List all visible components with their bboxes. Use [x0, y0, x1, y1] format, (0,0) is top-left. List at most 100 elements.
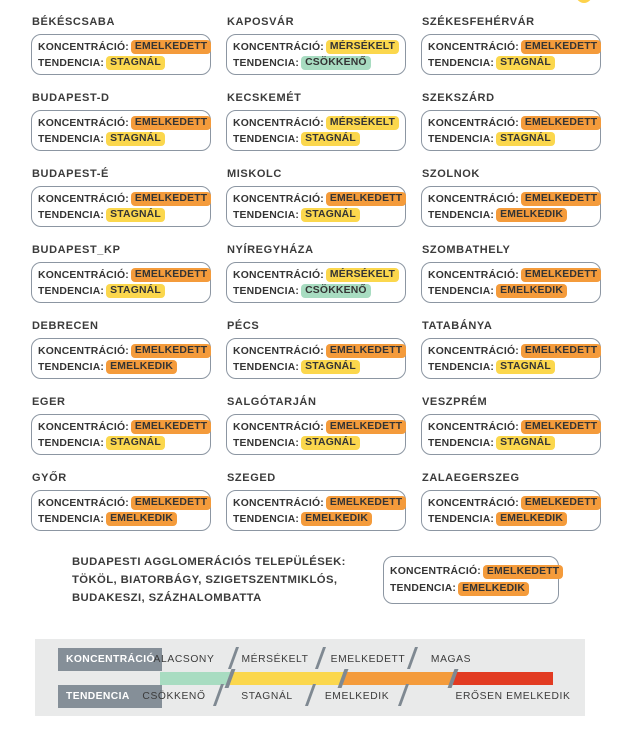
concentration-label: KONCENTRÁCIÓ: — [38, 193, 129, 205]
city-name: TATABÁNYA — [422, 320, 493, 332]
tendency-label: TENDENCIA: — [428, 209, 495, 221]
agglomeration-note-line2: TÖKÖL, BIATORBÁGY, SZIGETSZENTMIKLÓS, — [72, 574, 338, 586]
concentration-label: KONCENTRÁCIÓ: — [428, 497, 519, 509]
concentration-label: KONCENTRÁCIÓ: — [233, 421, 324, 433]
city-name: GYŐR — [32, 472, 67, 484]
concentration-label: KONCENTRÁCIÓ: — [428, 193, 519, 205]
concentration-row: KONCENTRÁCIÓ: EMELKEDETT — [38, 115, 212, 131]
concentration-label: KONCENTRÁCIÓ: — [38, 497, 129, 509]
tendency-row: TENDENCIA: EMELKEDIK — [38, 511, 204, 527]
city-name: SZEKSZÁRD — [422, 92, 495, 104]
legend-tendency-level: ERŐSEN EMELKEDIK — [455, 691, 571, 702]
tendency-row: TENDENCIA: STAGNÁL — [428, 131, 594, 147]
city-name: MISKOLC — [227, 168, 282, 180]
concentration-row: KONCENTRÁCIÓ: EMELKEDETT — [428, 191, 602, 207]
concentration-value: EMELKEDETT — [482, 564, 564, 579]
tendency-value: STAGNÁL — [106, 56, 165, 70]
concentration-label: KONCENTRÁCIÓ: — [38, 117, 129, 129]
concentration-value: EMELKEDETT — [130, 344, 212, 358]
tendency-value: STAGNÁL — [106, 436, 165, 450]
concentration-label: KONCENTRÁCIÓ: — [428, 41, 519, 53]
legend-slash — [212, 684, 225, 706]
city-status-card: KONCENTRÁCIÓ: MÉRSÉKELT TENDENCIA: STAGN… — [226, 110, 406, 151]
tendency-row: TENDENCIA: EMELKEDIK — [38, 359, 204, 375]
city-grid: BÉKÉSCSABA KONCENTRÁCIÓ: EMELKEDETT TEND… — [31, 16, 602, 531]
city-name: BÉKÉSCSABA — [32, 16, 116, 28]
tendency-value: STAGNÁL — [301, 208, 360, 222]
tendency-row: TENDENCIA: STAGNÁL — [38, 55, 204, 71]
concentration-label: KONCENTRÁCIÓ: — [233, 345, 324, 357]
city-name: SALGÓTARJÁN — [227, 396, 317, 408]
tendency-row: TENDENCIA: EMELKEDIK — [390, 580, 552, 597]
city-status-card: KONCENTRÁCIÓ: EMELKEDETT TENDENCIA: STAG… — [226, 338, 407, 379]
tendency-label: TENDENCIA: — [233, 209, 300, 221]
agglomeration-status-card: KONCENTRÁCIÓ: EMELKEDETT TENDENCIA: EMEL… — [383, 556, 564, 604]
concentration-row: KONCENTRÁCIÓ: MÉRSÉKELT — [233, 267, 400, 283]
concentration-value: EMELKEDETT — [130, 268, 212, 282]
concentration-label: KONCENTRÁCIÓ: — [38, 269, 129, 281]
city-cell: BUDAPEST-D KONCENTRÁCIÓ: EMELKEDETT TEND… — [31, 92, 212, 151]
tendency-row: TENDENCIA: EMELKEDIK — [428, 511, 594, 527]
concentration-value: EMELKEDETT — [325, 192, 407, 206]
city-status-card: KONCENTRÁCIÓ: EMELKEDETT TENDENCIA: EMEL… — [31, 338, 212, 379]
legend-concentration-level: EMELKEDETT — [330, 654, 406, 665]
city-status-card: KONCENTRÁCIÓ: EMELKEDETT TENDENCIA: EMEL… — [421, 186, 602, 227]
concentration-row: KONCENTRÁCIÓ: EMELKEDETT — [38, 39, 212, 55]
partial-circle-decoration — [576, 0, 592, 3]
concentration-row: KONCENTRÁCIÓ: EMELKEDETT — [38, 191, 212, 207]
city-cell: SZOMBATHELY KONCENTRÁCIÓ: EMELKEDETT TEN… — [421, 244, 602, 303]
city-cell: PÉCS KONCENTRÁCIÓ: EMELKEDETT TENDENCIA:… — [226, 320, 407, 379]
legend-color-bar — [160, 669, 553, 688]
legend-slash — [314, 647, 327, 669]
tendency-value: STAGNÁL — [496, 360, 555, 374]
tendency-value: STAGNÁL — [301, 360, 360, 374]
concentration-value: EMELKEDETT — [325, 344, 407, 358]
tendency-value: EMELKEDIK — [496, 208, 568, 222]
tendency-value: EMELKEDIK — [458, 581, 530, 596]
city-status-card: KONCENTRÁCIÓ: EMELKEDETT TENDENCIA: STAG… — [31, 262, 212, 303]
concentration-value: EMELKEDETT — [520, 496, 602, 510]
city-status-card: KONCENTRÁCIÓ: EMELKEDETT TENDENCIA: STAG… — [421, 34, 602, 75]
concentration-value: EMELKEDETT — [520, 344, 602, 358]
concentration-label: KONCENTRÁCIÓ: — [428, 117, 519, 129]
city-status-card: KONCENTRÁCIÓ: MÉRSÉKELT TENDENCIA: CSÖKK… — [226, 262, 406, 303]
city-cell: SZEGED KONCENTRÁCIÓ: EMELKEDETT TENDENCI… — [226, 472, 407, 531]
city-cell: MISKOLC KONCENTRÁCIÓ: EMELKEDETT TENDENC… — [226, 168, 407, 227]
concentration-value: EMELKEDETT — [520, 40, 602, 54]
concentration-row: KONCENTRÁCIÓ: MÉRSÉKELT — [233, 39, 400, 55]
concentration-value: EMELKEDETT — [520, 268, 602, 282]
city-name: ZALAEGERSZEG — [422, 472, 520, 484]
city-cell: BUDAPEST_KP KONCENTRÁCIÓ: EMELKEDETT TEN… — [31, 244, 212, 303]
city-cell: TATABÁNYA KONCENTRÁCIÓ: EMELKEDETT TENDE… — [421, 320, 602, 379]
concentration-value: MÉRSÉKELT — [325, 268, 400, 282]
legend-bar-segment-elevated — [343, 672, 453, 685]
city-status-card: KONCENTRÁCIÓ: EMELKEDETT TENDENCIA: EMEL… — [421, 262, 602, 303]
city-cell: ZALAEGERSZEG KONCENTRÁCIÓ: EMELKEDETT TE… — [421, 472, 602, 531]
tendency-value: CSÖKKENŐ — [301, 56, 371, 70]
concentration-row: KONCENTRÁCIÓ: EMELKEDETT — [428, 115, 602, 131]
city-status-card: KONCENTRÁCIÓ: EMELKEDETT TENDENCIA: STAG… — [226, 186, 407, 227]
concentration-label: KONCENTRÁCIÓ: — [38, 345, 129, 357]
tendency-label: TENDENCIA: — [428, 361, 495, 373]
concentration-label: KONCENTRÁCIÓ: — [233, 193, 324, 205]
tendency-row: TENDENCIA: STAGNÁL — [233, 359, 399, 375]
tendency-label: TENDENCIA: — [428, 513, 495, 525]
city-name: SZOMBATHELY — [422, 244, 511, 256]
city-name: NYÍREGYHÁZA — [227, 244, 314, 256]
tendency-label: TENDENCIA: — [38, 57, 105, 69]
concentration-row: KONCENTRÁCIÓ: EMELKEDETT — [38, 419, 212, 435]
legend-tendency-level: EMELKEDIK — [324, 691, 390, 702]
concentration-row: KONCENTRÁCIÓ: EMELKEDETT — [233, 419, 407, 435]
tendency-label: TENDENCIA: — [38, 513, 105, 525]
city-status-card: KONCENTRÁCIÓ: EMELKEDETT TENDENCIA: EMEL… — [31, 490, 212, 531]
tendency-label: TENDENCIA: — [233, 57, 300, 69]
concentration-value: EMELKEDETT — [130, 116, 212, 130]
legend-tendency-title: TENDENCIA — [58, 685, 162, 708]
tendency-label: TENDENCIA: — [428, 57, 495, 69]
city-cell: KAPOSVÁR KONCENTRÁCIÓ: MÉRSÉKELT TENDENC… — [226, 16, 406, 75]
city-cell: SZÉKESFEHÉRVÁR KONCENTRÁCIÓ: EMELKEDETT … — [421, 16, 602, 75]
city-cell: BUDAPEST-É KONCENTRÁCIÓ: EMELKEDETT TEND… — [31, 168, 212, 227]
concentration-row: KONCENTRÁCIÓ: EMELKEDETT — [38, 267, 212, 283]
concentration-row: KONCENTRÁCIÓ: EMELKEDETT — [233, 343, 407, 359]
legend-concentration-title: KONCENTRÁCIÓ — [58, 648, 162, 671]
